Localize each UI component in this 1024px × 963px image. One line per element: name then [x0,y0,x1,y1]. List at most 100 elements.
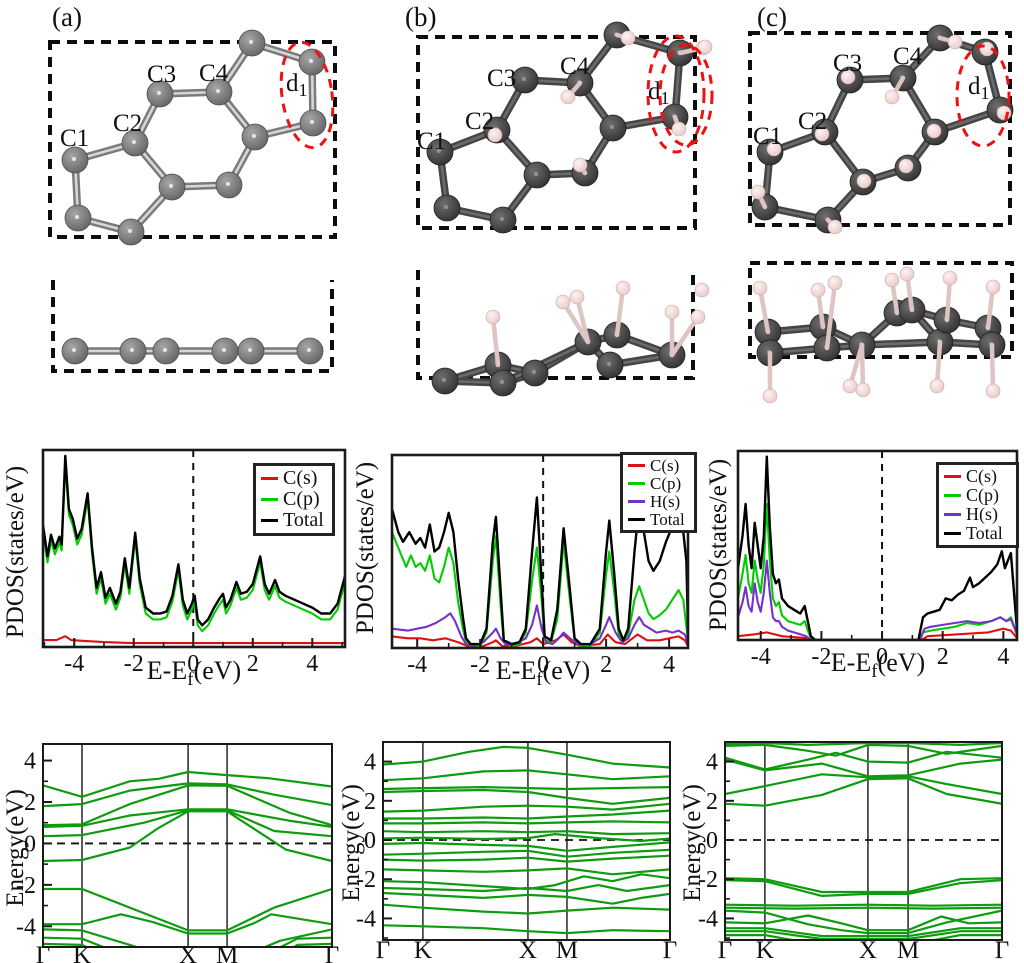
kpoint-label: K [73,942,91,963]
hydrogen-atom [750,184,766,200]
hydrogen-atom [664,304,680,320]
y-tick-label: 2 [706,789,718,815]
bond-highlight-ellipse [279,40,335,150]
legend-line-sample [628,482,645,486]
pdos-ylabel-a: PDOS(states/eV) [2,465,29,639]
hydrogen-atom [899,266,915,282]
energy-band [725,927,1002,938]
legend-line-sample [261,519,278,522]
hydrogen-atom [572,157,588,173]
pdos-curve-Total [43,454,345,627]
pdos-curve-C(s) [43,635,345,645]
x-tick-label: 4 [663,652,675,678]
x-tick-label: -4 [751,644,771,670]
kpoint-label: Γ [718,937,732,963]
kpoint-label: X [519,937,537,963]
x-tick-label: 0 [876,644,888,670]
bond-highlight-ellipse [646,34,706,154]
legend-entry-H(s): H(s) [944,504,1011,524]
energy-band [383,884,670,893]
kpoint-label: Γ [663,937,677,963]
energy-band [725,777,1002,807]
legend-entry-C(s): C(s) [944,467,1011,486]
energy-band [43,913,332,935]
band-ylabel-c: Energy(eV) [679,784,706,902]
legend-entry-C(s): C(s) [261,468,327,489]
atom-label: d1 [286,70,308,100]
band-ylabel-b: Energy(eV) [338,784,365,902]
legend-entry-C(s): C(s) [628,457,689,475]
energy-band [43,942,332,947]
hydrogen-atom [620,30,636,46]
y-tick-label: 2 [364,789,376,815]
hydrogen-atom [840,69,856,85]
hydrogen-atom [487,127,503,143]
kpoint-label: K [414,937,432,963]
hydrogen-atom [814,126,830,142]
pdos-legend-c: C(s) C(p) H(s) Total [936,462,1019,548]
molecule-top-view-c: C1 C2 C3 C4 d1 [658,24,1014,235]
x-tick-label: -2 [124,651,144,677]
energy-band [383,867,670,876]
hydrogen-atom [884,89,900,105]
atom-label: C3 [487,65,516,92]
energy-band [725,914,1002,932]
legend-entry-C(p): C(p) [944,485,1011,505]
x-tick-label: 2 [600,652,612,678]
atom-label: C4 [199,60,229,87]
y-tick-label: -2 [16,873,36,899]
legend-line-sample [944,474,961,478]
x-tick-label: 0 [537,652,549,678]
energy-band [383,788,670,805]
hydrogen-atom [694,282,710,298]
pdos-ylabel-c: PDOS(states/eV) [705,458,732,632]
hydrogen-atom [569,289,585,305]
hydrogen-atom [697,39,713,55]
x-tick-label: 0 [187,651,199,677]
y-tick-label: 0 [364,828,376,854]
kpoint-label: Γ [36,942,50,963]
energy-band [43,928,332,947]
energy-band [383,769,670,782]
kpoint-label: Γ [376,937,390,963]
energy-band [383,848,670,858]
energy-band [383,891,670,905]
kpoint-label: M [216,942,238,963]
hydrogen-atom [898,158,914,174]
hydrogen-atom [856,173,872,189]
pdos-curve-C(s) [392,633,688,648]
hydrogen-atom [555,294,571,310]
pdos-curve-C(s) [738,627,1017,640]
hydrogen-atom [827,275,843,291]
legend-line-sample [261,498,278,501]
bond-highlight-ellipse [658,43,714,147]
energy-band [725,877,1002,894]
atom-label: C1 [417,128,446,155]
atom-label: C2 [113,110,142,137]
y-tick-label: 0 [706,828,718,854]
hydrogen-atom [884,272,900,288]
band-structure-plot-a: -4 -2 0 2 4 Γ K X M Γ [16,743,339,963]
pdos-ylabel-b: PDOS(states/eV) [352,461,379,635]
energy-band [383,830,670,836]
pdos-xlabel-c: E-Ef(eV) [830,648,926,683]
energy-band [383,820,670,825]
pdos-curve-H(s) [738,559,1017,640]
pdos-xlabel-b: E-Ef(eV) [495,656,591,691]
y-tick-label: -2 [698,867,718,893]
kpoint-label: X [859,937,877,963]
legend-line-sample [944,531,961,535]
y-tick-label: -4 [356,906,376,932]
hydrogen-atom [985,383,1001,399]
pdos-curve-C(p) [738,502,1017,640]
energy-band [383,745,670,769]
energy-band [43,936,332,947]
atom-label: C2 [465,108,494,135]
energy-band [725,750,1002,771]
pdos-legend-a: C(s) C(p) Total [253,463,335,536]
hydrogen-atom [671,121,687,137]
energy-band [383,786,670,791]
atom-label: C4 [893,43,923,70]
